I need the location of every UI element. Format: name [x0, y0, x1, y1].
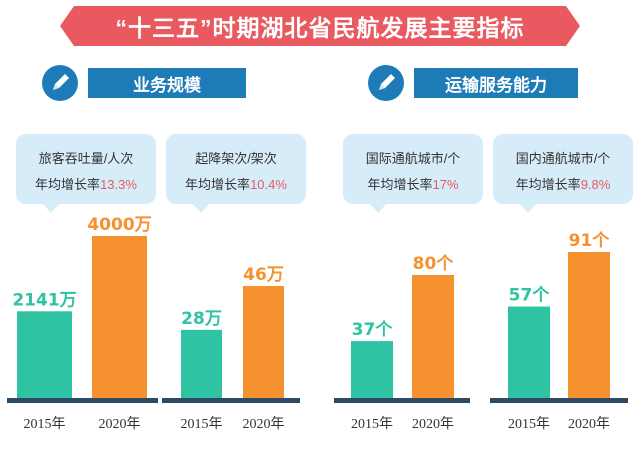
- info-box-international: 国际通航城市/个 年均增长率17%: [343, 134, 483, 213]
- baseline: [334, 398, 470, 403]
- growth-label: 年均增长率: [185, 177, 251, 192]
- bar: [17, 311, 72, 398]
- bar: [92, 236, 147, 398]
- category-label: 2020年: [99, 416, 141, 432]
- category-label: 2015年: [181, 416, 223, 432]
- growth-line: 年均增长率13.3%: [16, 174, 156, 193]
- category-label: 2015年: [24, 416, 66, 432]
- category-label: 2020年: [243, 416, 285, 432]
- metric-label: 起降架次/架次: [195, 151, 277, 166]
- growth-label: 年均增长率: [35, 177, 101, 192]
- data-label: 37个: [352, 319, 394, 340]
- baseline: [490, 398, 628, 403]
- growth-rate: 10.4%: [250, 177, 287, 192]
- baseline: [7, 398, 158, 403]
- growth-line: 年均增长率9.8%: [493, 174, 633, 193]
- data-label: 28万: [181, 309, 222, 329]
- pencil-icon: [368, 65, 404, 101]
- metric-label: 国内通航城市/个: [515, 151, 611, 166]
- growth-rate: 9.8%: [580, 177, 611, 192]
- bar: [181, 329, 222, 398]
- category-label: 2015年: [508, 416, 550, 432]
- bar: [351, 341, 393, 398]
- bar: [568, 252, 610, 398]
- bar: [412, 275, 454, 398]
- metric-label: 旅客吞吐量/人次: [38, 151, 134, 166]
- bar: [508, 306, 550, 398]
- data-label: 4000万: [87, 215, 151, 235]
- growth-line: 年均增长率17%: [343, 174, 483, 193]
- growth-rate: 13.3%: [100, 177, 137, 192]
- baseline: [162, 398, 300, 403]
- page-title: “十三五”时期湖北省民航发展主要指标: [60, 6, 580, 46]
- growth-label: 年均增长率: [367, 177, 433, 192]
- data-label: 46万: [243, 265, 284, 285]
- metric-label: 国际通航城市/个: [365, 151, 461, 166]
- category-label: 2020年: [412, 416, 454, 432]
- growth-rate: 17%: [432, 177, 459, 192]
- growth-label: 年均增长率: [515, 177, 581, 192]
- data-label: 80个: [413, 253, 455, 274]
- data-label: 2141万: [12, 290, 76, 310]
- info-box-domestic: 国内通航城市/个 年均增长率9.8%: [493, 134, 633, 213]
- data-label: 91个: [569, 230, 611, 251]
- info-box-flights: 起降架次/架次 年均增长率10.4%: [166, 134, 306, 213]
- data-label: 57个: [509, 285, 551, 306]
- info-box-passenger: 旅客吞吐量/人次 年均增长率13.3%: [16, 134, 156, 213]
- category-label: 2015年: [351, 416, 393, 432]
- pencil-icon: [42, 65, 78, 101]
- bar: [243, 286, 284, 398]
- section-title-business-scale: 业务规模: [88, 68, 246, 98]
- section-title-transport-capacity: 运输服务能力: [414, 68, 578, 98]
- category-label: 2020年: [568, 416, 610, 432]
- growth-line: 年均增长率10.4%: [166, 174, 306, 193]
